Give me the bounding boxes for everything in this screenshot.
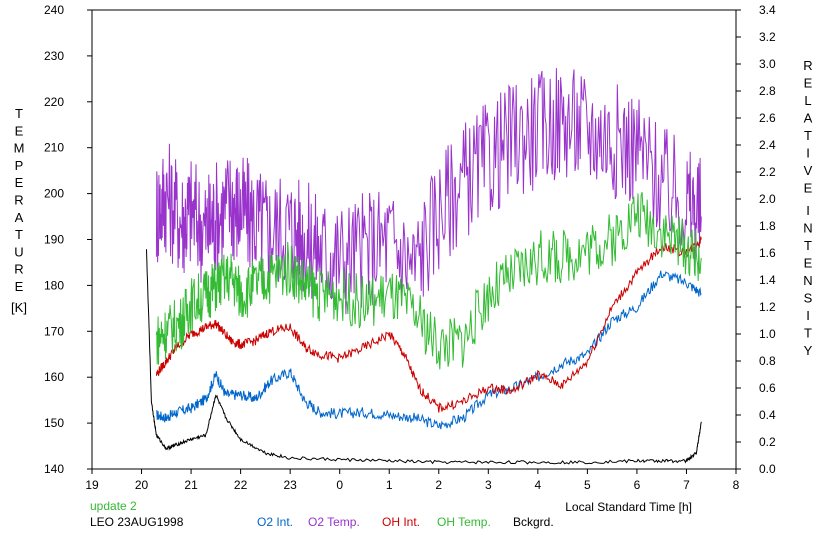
y-right-tick-label: 0.4 <box>759 408 776 422</box>
series-line-o2-temp <box>155 68 702 315</box>
y-left-tick-label: 170 <box>44 324 64 338</box>
x-tick-label: 21 <box>184 478 198 492</box>
axes-group: 19 20 21 22 23 0 1 2 3 4 5 6 7 8140150160170180190200… <box>11 3 813 514</box>
y-right-label-letter: T <box>804 326 812 341</box>
y-left-tick-label: 150 <box>44 416 64 430</box>
y-right-label-letter: E <box>804 76 813 91</box>
y-right-tick-label: 1.2 <box>759 300 776 314</box>
y-right-label-letter: N <box>803 221 812 236</box>
y-left-tick-label: 240 <box>44 3 64 17</box>
y-right-label-letter: T <box>804 238 812 253</box>
y-right-label-letter: V <box>804 163 813 178</box>
y-left-label-letter: E <box>15 123 24 138</box>
update-label: update 2 <box>90 499 137 513</box>
x-tick-label: 22 <box>234 478 248 492</box>
y-left-tick-label: 160 <box>44 370 64 384</box>
y-right-tick-label: 0.2 <box>759 435 776 449</box>
x-tick-label: 1 <box>386 478 393 492</box>
series-group <box>146 68 702 465</box>
y-right-label-letter: I <box>806 146 810 161</box>
x-tick-label: 2 <box>435 478 442 492</box>
y-right-label-letter: R <box>803 58 812 73</box>
legend: O2 Int. O2 Temp. OH Int. OH Temp. Bckgrd. <box>257 515 554 529</box>
y-right-label-letter: E <box>804 181 813 196</box>
x-axis-label: Local Standard Time [h] <box>565 500 692 514</box>
y-right-label-letter: I <box>806 203 810 218</box>
y-right-label-letter: Y <box>804 343 813 358</box>
y-right-tick-label: 0.8 <box>759 354 776 368</box>
y-right-tick-label: 3.0 <box>759 57 776 71</box>
y-right-label-letter: E <box>804 256 813 271</box>
y-left-tick-label: 180 <box>44 278 64 292</box>
x-tick-label: 8 <box>733 478 740 492</box>
x-tick-label: 23 <box>283 478 297 492</box>
y-left-label-letter: A <box>15 210 24 225</box>
y-left-tick-label: 220 <box>44 95 64 109</box>
y-right-tick-label: 2.6 <box>759 111 776 125</box>
series-line-bckgrd <box>146 249 702 465</box>
y-right-tick-label: 1.0 <box>759 327 776 341</box>
series-line-oh-int <box>155 236 702 413</box>
site-date-label: LEO 23AUG1998 <box>90 515 184 529</box>
y-right-tick-label: 2.0 <box>759 192 776 206</box>
y-left-label-letter: T <box>15 227 23 242</box>
y-right-label-letter: I <box>806 308 810 323</box>
y-left-tick-label: 210 <box>44 141 64 155</box>
y-left-tick-label: 140 <box>44 462 64 476</box>
y-left-tick-label: 200 <box>44 187 64 201</box>
y-right-tick-label: 3.2 <box>759 30 776 44</box>
series-line-oh-temp <box>155 191 702 370</box>
legend-entry: OH Temp. <box>437 515 491 529</box>
x-tick-label: 20 <box>135 478 149 492</box>
x-tick-label: 7 <box>683 478 690 492</box>
y-right-label-letter: S <box>804 291 813 306</box>
y-left-tick-label: 230 <box>44 49 64 63</box>
y-right-tick-label: 2.2 <box>759 165 776 179</box>
y-right-tick-label: 3.4 <box>759 3 776 17</box>
y-right-tick-label: 1.4 <box>759 273 776 287</box>
y-right-tick-label: 1.8 <box>759 219 776 233</box>
y-left-label-letter: E <box>15 175 24 190</box>
x-tick-label: 5 <box>584 478 591 492</box>
y-right-tick-label: 2.8 <box>759 84 776 98</box>
y-right-tick-label: 1.6 <box>759 246 776 260</box>
x-tick-label: 6 <box>634 478 641 492</box>
y-left-unit-label: [K] <box>11 300 27 315</box>
x-tick-label: 3 <box>485 478 492 492</box>
y-left-label-letter: R <box>14 262 23 277</box>
x-tick-label: 4 <box>535 478 542 492</box>
y-left-tick-label: 190 <box>44 233 64 247</box>
y-right-tick-label: 0.0 <box>759 462 776 476</box>
legend-entry: O2 Int. <box>257 515 293 529</box>
y-left-label-letter: R <box>14 193 23 208</box>
y-left-label-letter: P <box>15 158 24 173</box>
y-right-label-letter: T <box>804 128 812 143</box>
y-right-label-letter: A <box>804 111 813 126</box>
legend-entry: Bckgrd. <box>513 515 554 529</box>
y-left-label-letter: U <box>14 244 23 259</box>
x-tick-label: 0 <box>336 478 343 492</box>
y-right-tick-label: 0.6 <box>759 381 776 395</box>
y-left-label-letter: E <box>15 279 24 294</box>
legend-entry: O2 Temp. <box>308 515 360 529</box>
x-tick-label: 19 <box>85 478 99 492</box>
y-right-tick-label: 2.4 <box>759 138 776 152</box>
y-left-label-letter: M <box>14 141 25 156</box>
legend-entry: OH Int. <box>382 515 420 529</box>
y-left-label-letter: T <box>15 106 23 121</box>
y-right-label-letter: N <box>803 273 812 288</box>
y-right-label-letter: L <box>804 93 811 108</box>
